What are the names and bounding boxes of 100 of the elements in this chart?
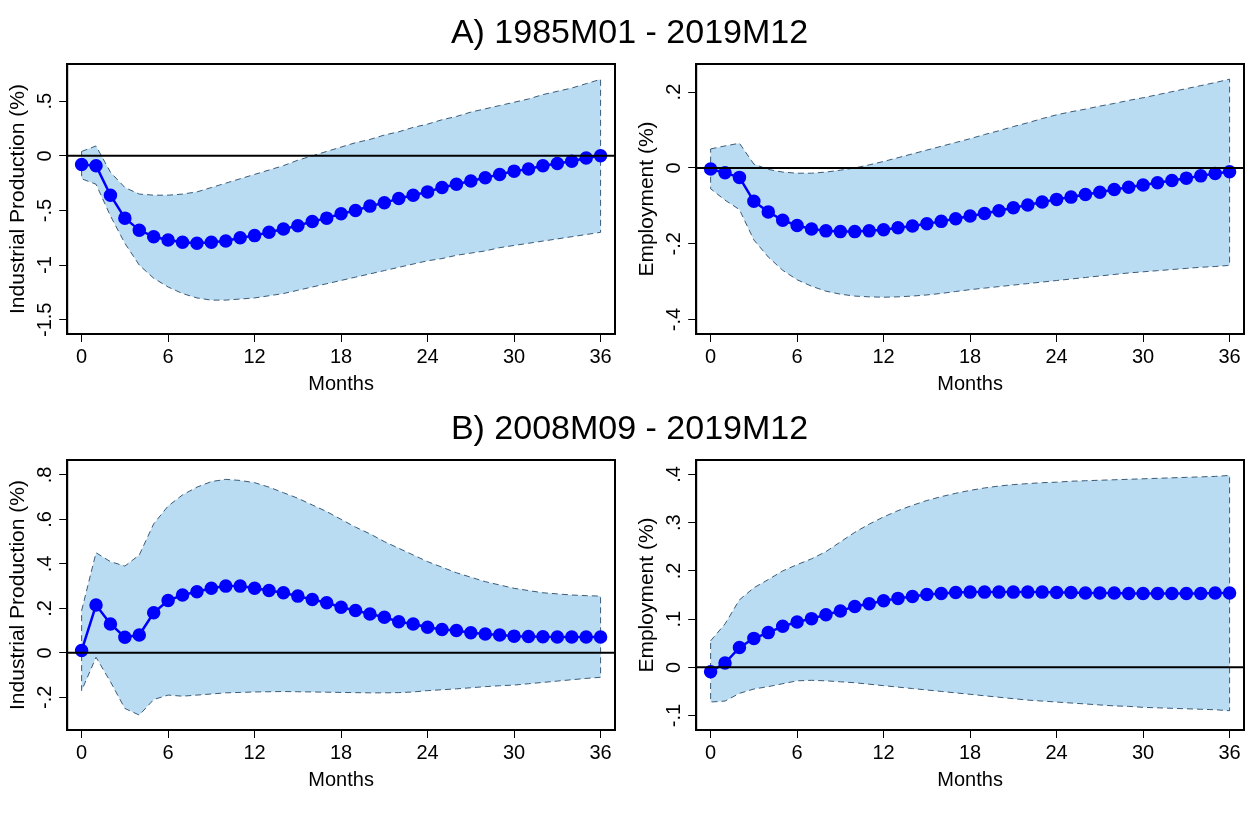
point bbox=[963, 209, 977, 223]
point bbox=[761, 625, 776, 640]
point bbox=[848, 599, 862, 614]
point bbox=[334, 600, 348, 614]
point bbox=[1078, 187, 1093, 202]
point bbox=[732, 640, 747, 655]
x-tick-label: 36 bbox=[1218, 740, 1241, 763]
point bbox=[291, 589, 305, 603]
point bbox=[819, 224, 833, 238]
point bbox=[507, 629, 521, 643]
x-tick-label: 12 bbox=[872, 344, 895, 367]
point bbox=[435, 622, 449, 637]
y-axis-title: Employment (%) bbox=[634, 121, 658, 277]
point bbox=[934, 586, 949, 601]
y-axis-title: Industrial Production (%) bbox=[5, 480, 29, 710]
point bbox=[276, 222, 291, 236]
point bbox=[1165, 173, 1179, 188]
y-tick-label: .6 bbox=[32, 511, 55, 528]
point bbox=[775, 619, 790, 634]
y-tick-label: .1 bbox=[661, 610, 684, 628]
point bbox=[1064, 190, 1078, 204]
x-tick-label: 0 bbox=[76, 344, 88, 367]
point bbox=[348, 203, 363, 218]
y-axis-title: Industrial Production (%) bbox=[5, 84, 29, 314]
point bbox=[190, 236, 204, 251]
point bbox=[492, 167, 507, 182]
point bbox=[761, 205, 776, 219]
point bbox=[1107, 182, 1122, 197]
point bbox=[464, 174, 478, 188]
point bbox=[1222, 586, 1237, 600]
point bbox=[204, 581, 219, 596]
point bbox=[276, 586, 291, 600]
point bbox=[747, 194, 761, 209]
point bbox=[1064, 585, 1078, 600]
point bbox=[1006, 585, 1021, 599]
point bbox=[420, 185, 435, 199]
x-tick-label: 6 bbox=[791, 740, 803, 763]
point bbox=[1194, 169, 1208, 183]
point bbox=[334, 207, 348, 221]
point bbox=[420, 620, 435, 634]
x-tick-label: 36 bbox=[589, 740, 612, 763]
point bbox=[305, 214, 320, 229]
y-tick-label: -.4 bbox=[661, 307, 684, 332]
y-tick-label: .5 bbox=[32, 92, 55, 110]
x-tick-label: 6 bbox=[162, 740, 174, 763]
point bbox=[219, 579, 233, 593]
point bbox=[521, 162, 536, 176]
point bbox=[1150, 586, 1165, 601]
point bbox=[247, 581, 262, 596]
point bbox=[103, 617, 118, 631]
point bbox=[161, 593, 175, 608]
point bbox=[1035, 585, 1049, 599]
point bbox=[862, 224, 876, 238]
point bbox=[550, 630, 565, 644]
point bbox=[507, 164, 521, 178]
x-axis-title: Months bbox=[937, 371, 1003, 394]
point bbox=[291, 219, 305, 233]
point bbox=[775, 213, 790, 227]
x-axis-title: Months bbox=[308, 371, 374, 394]
x-tick-label: 6 bbox=[162, 344, 174, 367]
x-tick-label: 24 bbox=[1045, 344, 1068, 367]
x-tick-label: 24 bbox=[416, 344, 439, 367]
point bbox=[905, 219, 920, 233]
x-tick-label: 0 bbox=[705, 740, 717, 763]
y-tick-label: -.2 bbox=[32, 685, 55, 709]
y-tick-label: 0 bbox=[32, 647, 55, 659]
x-tick-label: 6 bbox=[791, 344, 803, 367]
point bbox=[593, 630, 608, 644]
point bbox=[891, 221, 905, 235]
point bbox=[1006, 200, 1021, 215]
x-tick-label: 18 bbox=[958, 740, 982, 763]
point bbox=[435, 180, 449, 195]
point bbox=[449, 623, 464, 638]
y-tick-label: -1 bbox=[32, 256, 55, 275]
point bbox=[363, 607, 377, 621]
point bbox=[492, 628, 507, 642]
point bbox=[1049, 585, 1064, 600]
point bbox=[977, 206, 992, 221]
point bbox=[464, 626, 478, 640]
y-tick-label: .2 bbox=[661, 83, 684, 101]
y-tick-label: -1.5 bbox=[32, 302, 55, 338]
point bbox=[1165, 586, 1179, 601]
point bbox=[392, 614, 406, 629]
point bbox=[536, 158, 550, 173]
x-tick-label: 36 bbox=[1218, 344, 1241, 367]
point bbox=[1136, 178, 1150, 192]
point bbox=[934, 214, 949, 229]
point bbox=[1179, 586, 1194, 601]
point bbox=[833, 604, 848, 618]
x-axis-title: Months bbox=[308, 767, 374, 790]
chart-title: B) 2008M09 - 2019M12 bbox=[449, 407, 810, 448]
x-axis-title: Months bbox=[937, 767, 1003, 790]
point bbox=[1208, 586, 1222, 600]
point bbox=[233, 231, 247, 245]
x-tick-label: 0 bbox=[705, 344, 717, 367]
point bbox=[348, 603, 363, 618]
point bbox=[132, 223, 147, 237]
x-tick-label: 30 bbox=[502, 740, 526, 763]
x-tick-label: 30 bbox=[1131, 344, 1155, 367]
y-tick-label: .4 bbox=[32, 555, 55, 573]
